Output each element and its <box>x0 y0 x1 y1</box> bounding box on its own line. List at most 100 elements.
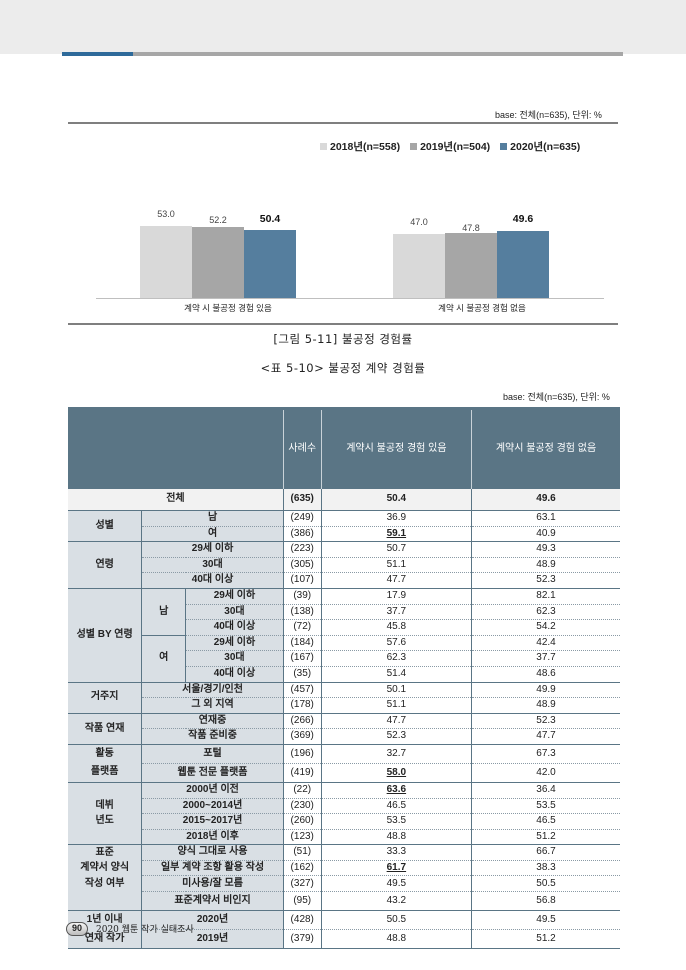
table-header-row: 사례수 계약시 불공정 경험 있음 계약시 불공정 경험 없음 <box>68 408 620 489</box>
cell-no: 50.5 <box>471 875 620 893</box>
cell-no: 42.0 <box>471 763 620 783</box>
cell-no: 56.8 <box>471 891 620 912</box>
cell-yes-highlight: 61.7 <box>386 861 407 873</box>
cell-n: (305) <box>283 557 322 574</box>
header-rule-accent <box>62 52 133 56</box>
table-base-note: base: 전체(n=635), 단위: % <box>503 392 610 402</box>
group-label: 성별 <box>68 510 143 543</box>
bar-value-label: 47.0 <box>410 217 428 227</box>
cell-no: 37.7 <box>471 650 620 667</box>
cell-n: (138) <box>283 604 322 621</box>
cell-yes: 46.5 <box>321 798 473 815</box>
row-label: 40대 이상 <box>141 572 284 589</box>
header-yes: 계약시 불공정 경험 있음 <box>320 408 472 489</box>
table-row: 데뷔 2000~2014년 (230) 46.5 53.5 <box>68 798 620 815</box>
group-label: 작성 여부 <box>68 875 143 892</box>
x-category-label: 계약 시 불공정 경험 있음 <box>184 303 272 313</box>
cell-n: (249) <box>283 510 322 527</box>
table-row: 40대 이상 (107) 47.7 52.3 <box>68 572 620 589</box>
cell-n: (95) <box>283 891 322 912</box>
chart-base-note: base: 전체(n=635), 단위: % <box>495 110 602 120</box>
row-label: 여 <box>141 526 284 543</box>
group-label: 작품 연재 <box>68 713 143 745</box>
cell-n: (22) <box>283 782 322 799</box>
table-row: 40대 이상 (35) 51.4 48.6 <box>68 666 620 683</box>
cell-no: 47.7 <box>471 728 620 745</box>
group-label: 계약서 양식 <box>68 860 143 876</box>
cell-no: 49.5 <box>471 910 620 931</box>
bar-2018-yes <box>140 226 192 298</box>
cell-no: 51.2 <box>471 829 620 846</box>
bar-2019-yes <box>192 227 244 298</box>
bar-2020-no <box>497 231 549 298</box>
cell-yes: 36.9 <box>321 510 473 527</box>
legend-label: 2018년(n=558) <box>330 141 401 153</box>
cell-n: (260) <box>283 813 322 830</box>
cell-no: 52.3 <box>471 713 620 730</box>
cell-n: (230) <box>283 798 322 815</box>
cell-n: (457) <box>283 682 322 699</box>
cell-n: (379) <box>283 929 322 950</box>
cell-yes: 62.3 <box>321 650 473 667</box>
x-category-label: 계약 시 불공정 경험 없음 <box>438 303 526 313</box>
group-label-spacer <box>68 891 143 912</box>
bar-value-label: 47.8 <box>462 223 480 233</box>
row-label: 30대 <box>185 604 284 621</box>
subgroup-label: 남 <box>141 588 187 636</box>
cell-yes: 33.3 <box>321 844 473 861</box>
cell-no: 49.6 <box>471 488 620 511</box>
cell-no: 48.6 <box>471 666 620 683</box>
group-label-spacer <box>68 829 143 846</box>
group-label: 성별 BY 연령 <box>68 588 143 683</box>
table-row: 40대 이상 (72) 45.8 54.2 <box>68 619 620 636</box>
group-label: 연재 작가 <box>68 929 143 950</box>
row-label: 40대 이상 <box>185 619 284 636</box>
cell-no: 67.3 <box>471 744 620 764</box>
cell-yes: 50.7 <box>321 541 473 558</box>
row-label: 2020년 <box>141 910 284 931</box>
table-row: 작품 준비중 (369) 52.3 47.7 <box>68 728 620 745</box>
row-label: 2000년 이전 <box>141 782 284 799</box>
table-row: 여 (386) 59.1 40.9 <box>68 526 620 543</box>
cell-no: 62.3 <box>471 604 620 621</box>
page-header-band <box>0 0 686 54</box>
cell-yes: 50.5 <box>321 910 473 931</box>
cell-no: 54.2 <box>471 619 620 636</box>
table-row: 연재 작가 2019년 (379) 48.8 51.2 <box>68 929 620 950</box>
row-label: 남 <box>141 510 284 527</box>
table-row: 활동 포털 (196) 32.7 67.3 <box>68 744 620 764</box>
group-label: 데뷔 <box>68 798 143 814</box>
chart-legend: 2018년(n=558) 2019년(n=504) 2020년(n=635) <box>320 139 580 154</box>
table-row: 성별 BY 연령 남 29세 이하 (39) 17.9 82.1 <box>68 588 620 683</box>
table-row: 30대 (138) 37.7 62.3 <box>68 604 620 621</box>
cell-yes: 52.3 <box>321 728 473 745</box>
cell-no: 46.5 <box>471 813 620 830</box>
group-label: 연령 <box>68 541 143 589</box>
table-row: 년도 2015~2017년 (260) 53.5 46.5 <box>68 813 620 830</box>
row-label: 40대 이상 <box>185 666 284 683</box>
cell-no: 40.9 <box>471 526 620 543</box>
table-row: 그 외 지역 (178) 51.1 48.9 <box>68 697 620 714</box>
bar-2020-yes <box>244 230 296 298</box>
row-label: 일부 계약 조항 활용 작성 <box>141 860 284 877</box>
row-label: 29세 이하 <box>185 588 284 605</box>
figure-caption: [그림 5-11] 불공정 경험률 <box>273 332 413 346</box>
cell-yes: 48.8 <box>321 929 473 950</box>
chart-top-rule <box>68 122 618 124</box>
table-row: 연령 29세 이하 (223) 50.7 49.3 <box>68 541 620 589</box>
x-axis <box>96 298 604 299</box>
group-label: 년도 <box>68 813 143 830</box>
table-row: 2000년 이전 (22) 63.6 36.4 <box>68 782 620 799</box>
cell-yes: 43.2 <box>321 891 473 912</box>
cell-n: (39) <box>283 588 322 605</box>
table-row: 표준 양식 그대로 사용 (51) 33.3 66.7 <box>68 844 620 861</box>
cell-yes: 45.8 <box>321 619 473 636</box>
row-label: 29세 이하 <box>185 635 284 652</box>
legend-swatch-icon <box>410 143 418 150</box>
cell-n: (178) <box>283 697 322 714</box>
bar-2018-no <box>393 234 445 298</box>
header-blank <box>68 408 284 489</box>
cell-yes: 50.4 <box>320 488 473 511</box>
table-row: 작품 연재 연재중 (266) 47.7 52.3 <box>68 713 620 745</box>
legend-item-2018: 2018년(n=558) <box>320 139 400 154</box>
